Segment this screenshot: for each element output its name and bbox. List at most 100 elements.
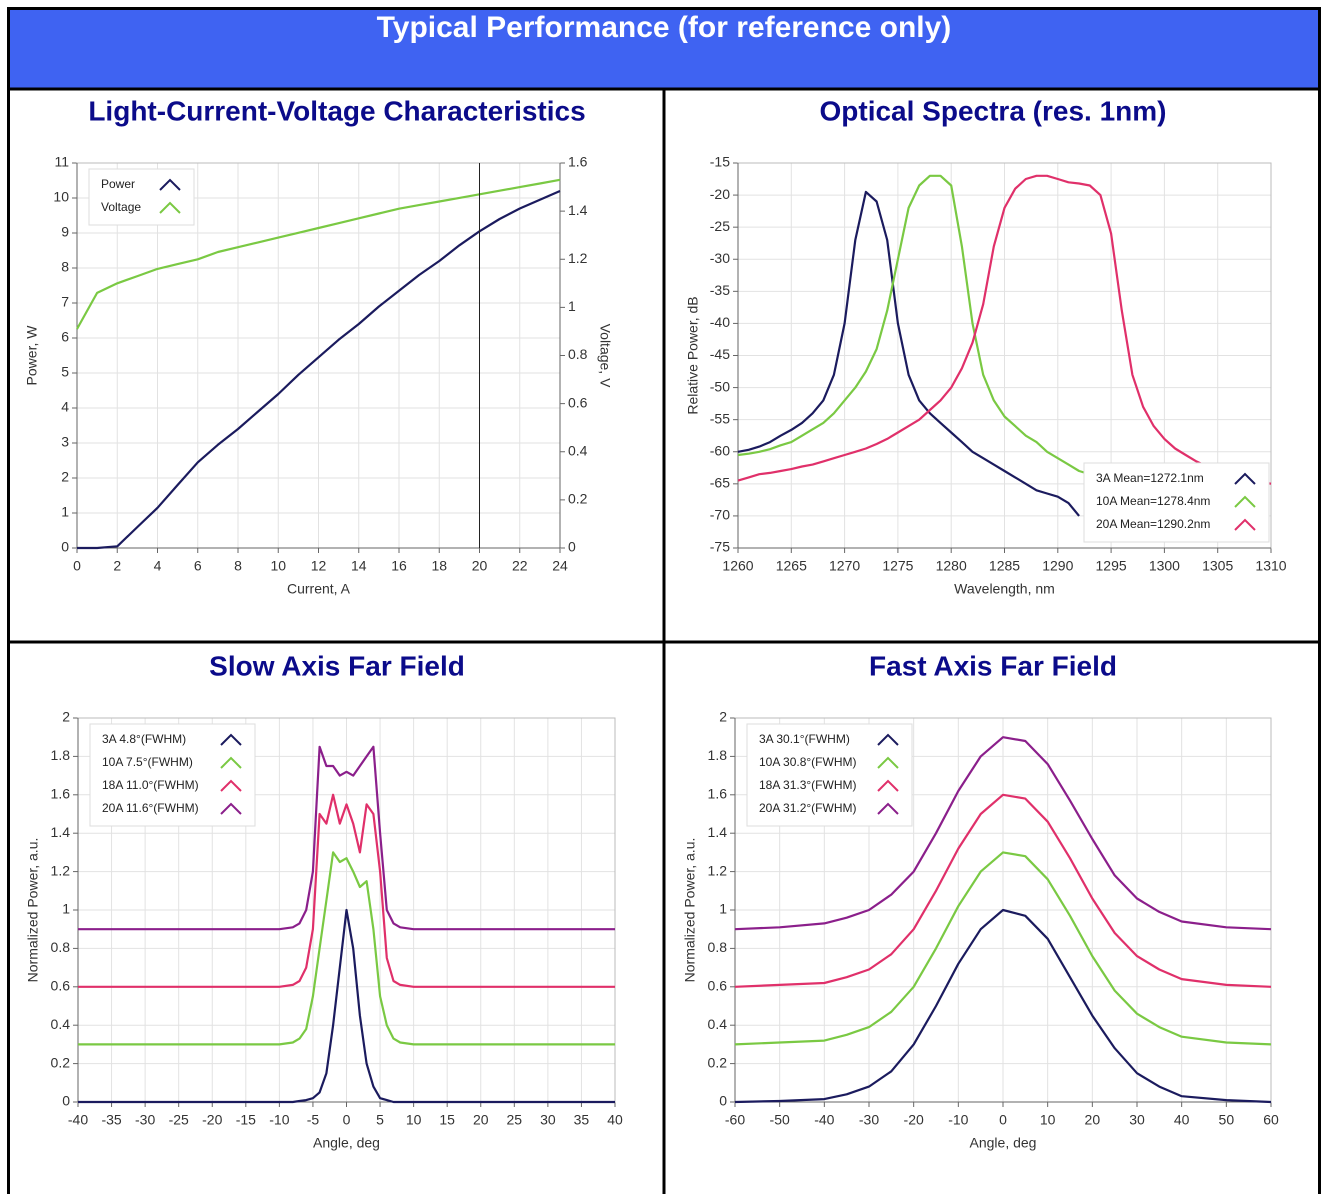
y-tick-label: 1	[62, 901, 70, 917]
y2-tick-label: 0	[568, 539, 576, 555]
series-line	[734, 851, 1272, 1046]
x-tick-label: 8	[234, 558, 242, 574]
legend-icon	[159, 178, 181, 191]
x-tick-label: -30	[135, 1112, 155, 1128]
x-axis-label: Angle, deg	[313, 1135, 380, 1151]
legend-label: 10A 30.8°(FWHM)	[759, 755, 857, 769]
x-tick-label: 1290	[1042, 558, 1073, 574]
x-axis-label: Wavelength, nm	[954, 581, 1055, 597]
x-tick-label: 0	[73, 558, 81, 574]
y-tick-label: -70	[710, 507, 730, 523]
y-tick-label: 1.4	[51, 824, 71, 840]
x-tick-label: -35	[101, 1112, 121, 1128]
legend-icon	[1234, 472, 1256, 485]
x-tick-label: 14	[351, 558, 367, 574]
legend-icon	[220, 779, 242, 792]
x-tick-label: 30	[540, 1112, 556, 1128]
y-tick-label: 4	[61, 399, 69, 415]
y2-tick-label: 0.6	[568, 394, 588, 410]
y-tick-label: 1.2	[708, 862, 728, 878]
y-tick-label: 1.6	[51, 786, 71, 802]
x-tick-label: 30	[1129, 1112, 1145, 1128]
y-tick-label: -75	[710, 539, 730, 555]
x-tick-label: -50	[770, 1112, 790, 1128]
y-tick-label: -60	[710, 442, 730, 458]
legend-icon	[877, 756, 899, 769]
x-tick-label: 40	[607, 1112, 623, 1128]
y-tick-label: 5	[61, 364, 69, 380]
series-line	[737, 174, 1133, 485]
x-tick-label: -10	[948, 1112, 968, 1128]
y-tick-label: 8	[61, 259, 69, 275]
x-tick-label: 0	[999, 1112, 1007, 1128]
x-tick-label: -15	[236, 1112, 256, 1128]
x-tick-label: 2	[113, 558, 121, 574]
y-tick-label: -50	[710, 378, 730, 394]
chart-title: Fast Axis Far Field	[869, 650, 1117, 681]
x-axis-label: Angle, deg	[970, 1135, 1037, 1151]
y-tick-label: 7	[61, 294, 69, 310]
x-tick-label: 20	[473, 1112, 489, 1128]
x-tick-label: -40	[68, 1112, 88, 1128]
chart-title: Optical Spectra (res. 1nm)	[819, 95, 1166, 126]
x-tick-label: 1265	[776, 558, 807, 574]
legend-label: 20A 31.2°(FWHM)	[759, 801, 857, 815]
y2-tick-label: 0.4	[568, 442, 588, 458]
series-line	[78, 908, 615, 1104]
y-tick-label: -25	[710, 218, 730, 234]
x-tick-label: 1295	[1096, 558, 1127, 574]
y2-tick-label: 0.8	[568, 346, 588, 362]
legend-label: Power	[101, 177, 135, 191]
y-axis-label: Normalized Power, a.u.	[682, 838, 698, 983]
x-tick-label: 10	[1040, 1112, 1056, 1128]
y-tick-label: 3	[61, 434, 69, 450]
y-tick-label: 0.2	[51, 1054, 71, 1070]
legend-icon	[220, 802, 242, 815]
x-tick-label: 1260	[722, 558, 753, 574]
y-tick-label: 2	[61, 469, 69, 485]
x-tick-label: 10	[270, 558, 286, 574]
y2-tick-label: 0.2	[568, 491, 588, 507]
y-tick-label: 2	[62, 709, 70, 725]
x-tick-label: -40	[814, 1112, 834, 1128]
series-line	[734, 736, 1272, 931]
x-tick-label: 0	[343, 1112, 351, 1128]
y-tick-label: -45	[710, 346, 730, 362]
y2-tick-label: 1.6	[568, 154, 588, 170]
y-tick-label: 1.2	[51, 862, 71, 878]
series-line	[78, 793, 615, 988]
x-tick-label: -5	[307, 1112, 320, 1128]
x-tick-label: 15	[439, 1112, 455, 1128]
x-tick-label: 4	[154, 558, 162, 574]
y-tick-label: 0.6	[51, 978, 71, 994]
legend-label: 3A 30.1°(FWHM)	[759, 732, 850, 746]
x-tick-label: 1280	[936, 558, 967, 574]
legend-icon	[877, 802, 899, 815]
x-tick-label: 16	[391, 558, 407, 574]
y-tick-label: 9	[61, 224, 69, 240]
chart-title: Light-Current-Voltage Characteristics	[88, 95, 585, 126]
header-bar	[10, 10, 1318, 88]
legend-icon	[1234, 518, 1256, 531]
series-line	[737, 174, 1272, 485]
series-line	[737, 190, 1080, 517]
y-tick-label: 0.8	[51, 939, 71, 955]
y-tick-label: -35	[710, 282, 730, 298]
legend-label: 20A 11.6°(FWHM)	[102, 801, 199, 815]
x-tick-label: 5	[376, 1112, 384, 1128]
x-tick-label: 1305	[1202, 558, 1233, 574]
x-tick-label: 35	[574, 1112, 590, 1128]
legend-label: 3A 4.8°(FWHM)	[102, 732, 186, 746]
y-tick-label: 10	[53, 189, 69, 205]
y-tick-label: -55	[710, 410, 730, 426]
legend-icon	[159, 201, 181, 214]
x-tick-label: 24	[552, 558, 568, 574]
x-tick-label: 1300	[1149, 558, 1180, 574]
y2-axis-label: Voltage, V	[597, 324, 613, 388]
x-tick-label: 60	[1263, 1112, 1279, 1128]
series-line	[734, 793, 1272, 988]
legend-label: Voltage	[101, 200, 141, 214]
x-tick-label: 6	[194, 558, 202, 574]
